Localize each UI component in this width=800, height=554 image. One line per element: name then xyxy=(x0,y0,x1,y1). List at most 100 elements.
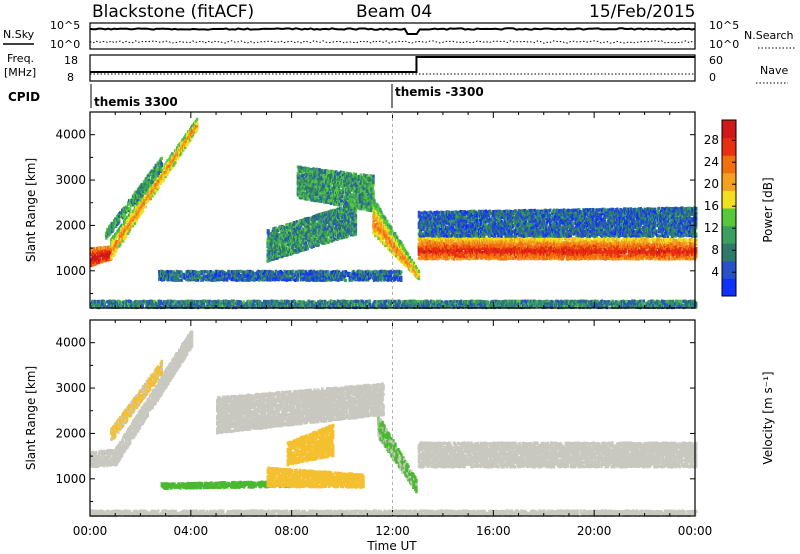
power-cell xyxy=(162,270,165,274)
power-cell xyxy=(341,173,345,177)
power-cell xyxy=(135,212,139,216)
power-cell xyxy=(396,235,399,239)
nave-right-tick-top: 60 xyxy=(709,54,723,67)
power-cell xyxy=(155,189,158,193)
power-cell xyxy=(346,198,350,202)
power-cell xyxy=(321,234,324,238)
power-cell xyxy=(200,276,204,280)
power-cell xyxy=(395,272,398,276)
power-cell xyxy=(219,274,222,278)
power-cell xyxy=(339,191,343,195)
power-cell xyxy=(340,208,343,212)
power-cell xyxy=(381,238,384,242)
power-cell xyxy=(348,190,352,194)
power-cell xyxy=(364,176,367,180)
power-cell xyxy=(196,278,200,282)
power-cell xyxy=(348,215,352,219)
power-cell xyxy=(341,232,344,236)
power-cell xyxy=(414,265,418,269)
power-cell xyxy=(322,196,325,200)
power-cell xyxy=(147,177,151,181)
power-cell xyxy=(429,248,432,252)
power-cell xyxy=(377,226,380,230)
power-cell xyxy=(374,207,377,211)
power-cell xyxy=(190,269,193,273)
power-cell xyxy=(190,134,194,138)
power-cell xyxy=(287,274,290,278)
power-cell xyxy=(351,219,355,223)
power-cell xyxy=(372,178,375,182)
power-cell xyxy=(217,270,220,274)
power-cell xyxy=(197,274,201,278)
power-cell xyxy=(169,162,172,166)
power-cell xyxy=(327,171,330,175)
power-cell xyxy=(300,190,303,194)
power-cell xyxy=(236,274,240,278)
power-cell xyxy=(344,270,348,274)
power-cell xyxy=(215,272,218,276)
power-cell xyxy=(170,158,173,162)
power-cell xyxy=(141,209,145,213)
power-cell xyxy=(317,242,320,246)
power-cell xyxy=(332,170,335,174)
noise-left-tick-top: 10^5 xyxy=(50,19,80,32)
power-cell xyxy=(159,181,162,186)
power-cell xyxy=(430,250,433,254)
power-cell xyxy=(376,278,380,282)
power-cell xyxy=(141,189,145,194)
power-cell xyxy=(316,228,319,232)
power-cell xyxy=(390,232,393,236)
power-cell xyxy=(417,277,421,281)
power-cell xyxy=(116,244,119,248)
power-cell xyxy=(307,219,310,223)
power-cell xyxy=(316,193,319,197)
power-cell xyxy=(373,199,376,203)
power-cell xyxy=(318,167,321,172)
power-cell xyxy=(329,187,332,191)
power-cell xyxy=(372,180,375,184)
power-cell xyxy=(332,186,335,190)
power-cell xyxy=(297,173,301,177)
power-cell xyxy=(417,250,421,254)
power-cell xyxy=(318,219,321,223)
power-cell xyxy=(290,249,293,254)
freq-panel xyxy=(89,54,696,82)
power-cell xyxy=(268,250,271,254)
power-cell xyxy=(383,269,386,273)
power-cell xyxy=(396,276,399,280)
power-cell xyxy=(305,271,309,275)
power-cell xyxy=(351,205,355,210)
power-cell xyxy=(174,276,177,280)
power-cell xyxy=(331,193,334,197)
power-cell xyxy=(212,272,215,276)
power-cell xyxy=(312,225,315,229)
power-cell xyxy=(128,227,132,231)
power-cell xyxy=(307,190,310,194)
power-cell xyxy=(357,191,360,195)
power-cell xyxy=(365,208,368,212)
power-cell xyxy=(268,244,271,248)
power-cell xyxy=(186,274,189,278)
power-cell xyxy=(125,219,129,223)
power-cell xyxy=(297,278,300,282)
power-cell xyxy=(386,239,389,243)
power-cell xyxy=(305,244,309,248)
power-cell xyxy=(378,214,381,218)
power-cell xyxy=(293,231,297,235)
power-cell xyxy=(344,200,348,204)
power-cell xyxy=(115,224,118,228)
power-cell xyxy=(297,276,300,280)
power-cell xyxy=(202,274,206,278)
power-cell xyxy=(341,274,345,278)
power-cell xyxy=(322,276,325,280)
power-cell xyxy=(371,186,374,191)
power-cell xyxy=(202,276,206,280)
power-cell xyxy=(393,274,396,278)
power-cell xyxy=(300,172,303,176)
power-cell xyxy=(381,270,384,274)
power-cell xyxy=(237,272,241,276)
power-cell xyxy=(303,239,307,243)
power-cell xyxy=(335,202,338,206)
